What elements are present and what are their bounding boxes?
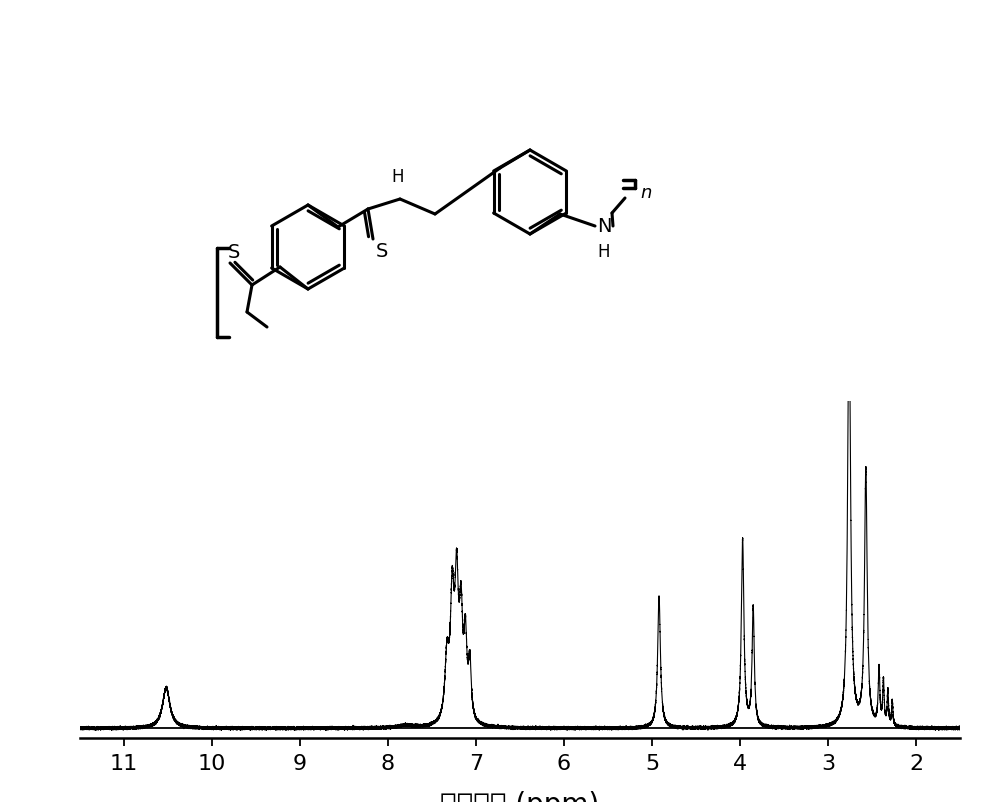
Text: n: n: [640, 184, 651, 202]
Text: S: S: [376, 241, 388, 261]
Text: H: H: [392, 168, 404, 186]
Text: S: S: [228, 243, 240, 261]
Text: N: N: [597, 217, 612, 237]
X-axis label: 化学位移 (ppm): 化学位移 (ppm): [440, 790, 600, 802]
Text: H: H: [597, 243, 610, 261]
